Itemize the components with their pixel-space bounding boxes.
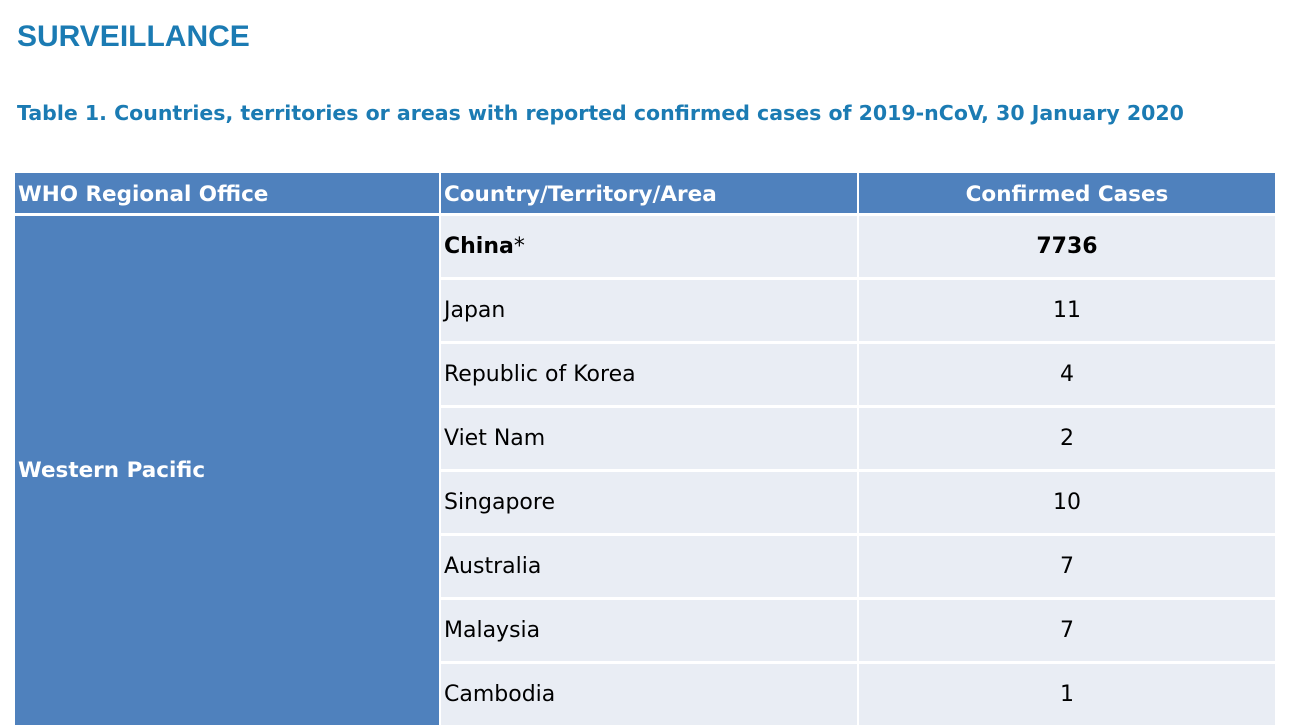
cases-cell: 7 xyxy=(859,600,1275,661)
cases-cell: 10 xyxy=(859,472,1275,533)
cases-cell: 7 xyxy=(859,536,1275,597)
cases-cell: 1 xyxy=(859,664,1275,725)
header-who-regional-office: WHO Regional Office xyxy=(15,173,439,213)
country-cell: Malaysia xyxy=(441,600,857,661)
footnote-marker: * xyxy=(513,234,525,259)
table-caption: Table 1. Countries, territories or areas… xyxy=(17,101,1184,125)
country-cell: Cambodia xyxy=(441,664,857,725)
header-confirmed-cases: Confirmed Cases xyxy=(859,173,1275,213)
cases-cell: 2 xyxy=(859,408,1275,469)
header-country: Country/Territory/Area xyxy=(441,173,857,213)
confirmed-cases-table: WHO Regional Office Country/Territory/Ar… xyxy=(15,173,1275,726)
country-cell: China * xyxy=(441,216,857,277)
country-cell: Republic of Korea xyxy=(441,344,857,405)
section-title: SURVEILLANCE xyxy=(17,20,250,53)
country-name: China xyxy=(444,234,514,259)
country-cell: Viet Nam xyxy=(441,408,857,469)
cases-cell: 7736 xyxy=(859,216,1275,277)
cases-cell: 4 xyxy=(859,344,1275,405)
country-cell: Australia xyxy=(441,536,857,597)
region-cell: Western Pacific xyxy=(15,216,439,725)
cases-cell: 11 xyxy=(859,280,1275,341)
country-cell: Singapore xyxy=(441,472,857,533)
country-cell: Japan xyxy=(441,280,857,341)
